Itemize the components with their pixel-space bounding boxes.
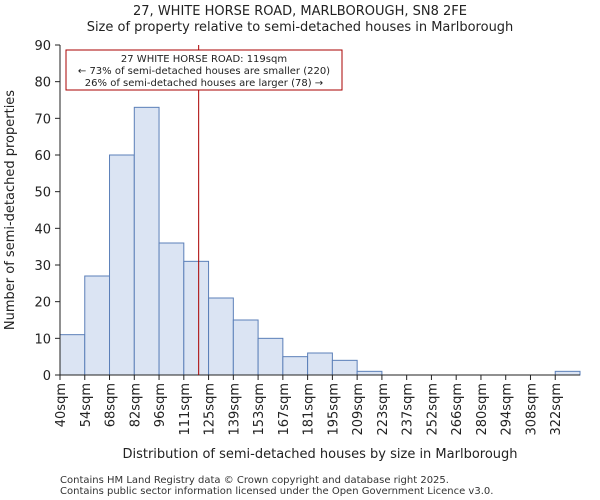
bar-40sqm bbox=[59, 334, 86, 376]
axes bbox=[59, 45, 580, 376]
y-tick-label-70: 70 bbox=[34, 112, 51, 127]
y-axis-label: Number of semi-detached properties bbox=[3, 90, 18, 330]
annotation-box: 27 WHITE HORSE ROAD: 119sqm ← 73% of sem… bbox=[65, 49, 343, 91]
x-tick-label-111sqm: 111sqm bbox=[178, 383, 193, 436]
x-tick-label-125sqm: 125sqm bbox=[203, 383, 218, 436]
footer-licence: Contains public sector information licen… bbox=[60, 486, 494, 497]
annotation-line-3: 26% of semi-detached houses are larger (… bbox=[85, 78, 323, 89]
x-tick-label-223sqm: 223sqm bbox=[376, 383, 391, 436]
bar-209sqm bbox=[356, 370, 383, 376]
x-axis-label: Distribution of semi-detached houses by … bbox=[122, 447, 517, 462]
x-tick-label-139sqm: 139sqm bbox=[227, 383, 242, 436]
x-tick-label-266sqm: 266sqm bbox=[450, 383, 465, 436]
bar-167sqm bbox=[282, 356, 309, 376]
annotation-frame bbox=[65, 49, 343, 91]
bar-153sqm bbox=[257, 337, 284, 376]
y-tick-label-90: 90 bbox=[34, 39, 51, 54]
x-tick-label-294sqm: 294sqm bbox=[500, 383, 515, 436]
y-tick-label-40: 40 bbox=[34, 222, 51, 237]
x-tick-label-153sqm: 153sqm bbox=[252, 383, 267, 436]
y-tick-label-0: 0 bbox=[43, 369, 51, 384]
x-tick-label-82sqm: 82sqm bbox=[128, 383, 143, 427]
x-tick-label-308sqm: 308sqm bbox=[524, 383, 539, 436]
x-tick-label-280sqm: 280sqm bbox=[475, 383, 490, 436]
y-tick-label-50: 50 bbox=[34, 186, 51, 201]
x-tick-label-322sqm: 322sqm bbox=[549, 383, 564, 436]
bar-322sqm bbox=[554, 370, 581, 376]
x-tick-label-167sqm: 167sqm bbox=[277, 383, 292, 436]
x-tick-label-237sqm: 237sqm bbox=[401, 383, 416, 436]
x-tick-label-181sqm: 181sqm bbox=[302, 383, 317, 436]
y-tick-label-10: 10 bbox=[34, 332, 51, 347]
bars bbox=[59, 106, 581, 376]
y-tick-label-60: 60 bbox=[34, 149, 51, 164]
x-tick-label-96sqm: 96sqm bbox=[153, 383, 168, 427]
x-tick-label-54sqm: 54sqm bbox=[79, 383, 94, 427]
bar-82sqm bbox=[133, 106, 160, 376]
footer-copyright: Contains HM Land Registry data © Crown c… bbox=[60, 475, 449, 486]
bar-54sqm bbox=[84, 275, 111, 376]
bar-195sqm bbox=[331, 359, 358, 376]
bar-181sqm bbox=[307, 352, 333, 376]
x-tick-label-209sqm: 209sqm bbox=[351, 383, 366, 436]
x-tick-label-195sqm: 195sqm bbox=[326, 383, 341, 436]
x-tick-label-68sqm: 68sqm bbox=[104, 383, 119, 427]
x-tick-label-252sqm: 252sqm bbox=[425, 383, 440, 436]
bar-139sqm bbox=[232, 319, 259, 376]
bar-111sqm bbox=[183, 260, 210, 376]
annotation-line-1: 27 WHITE HORSE ROAD: 119sqm bbox=[121, 54, 287, 65]
y-tick-label-80: 80 bbox=[34, 76, 51, 91]
x-axis-ticks: 40sqm 54sqm 68sqm 82sqm 96sqm 111sqm 125sqm 139… bbox=[54, 375, 564, 436]
bar-125sqm bbox=[208, 297, 234, 376]
y-tick-label-20: 20 bbox=[34, 296, 51, 311]
chart-title-address: 27, WHITE HORSE ROAD, MARLBOROUGH, SN8 2… bbox=[133, 4, 467, 19]
annotation-line-2: ← 73% of semi-detached houses are smalle… bbox=[78, 66, 330, 77]
bar-68sqm bbox=[109, 154, 135, 376]
x-tick-label-40sqm: 40sqm bbox=[54, 383, 69, 427]
y-axis-ticks: 0 10 20 30 40 50 60 70 80 90 bbox=[34, 39, 60, 384]
chart-title-description: Size of property relative to semi-detach… bbox=[86, 20, 514, 35]
bar-96sqm bbox=[158, 242, 185, 376]
y-tick-label-30: 30 bbox=[34, 259, 51, 274]
